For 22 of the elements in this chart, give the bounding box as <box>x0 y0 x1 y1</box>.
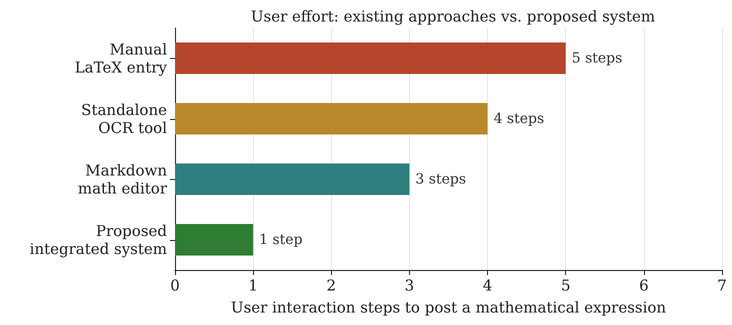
x-axis-title: User interaction steps to post a mathematical expression <box>230 298 666 316</box>
x-tick-label: 7 <box>717 276 727 294</box>
bar <box>175 42 566 74</box>
data-label: 5 steps <box>572 50 622 66</box>
bar <box>175 164 410 195</box>
chart-title: User effort: existing approaches vs. proposed system <box>250 8 656 26</box>
x-tick-label: 3 <box>404 276 414 294</box>
y-tick-label: Standalone OCR tool <box>81 100 168 137</box>
bar <box>175 224 254 256</box>
y-tick-label: Markdown math editor <box>78 161 168 198</box>
x-tick-label: 6 <box>639 276 649 294</box>
x-tick-label: 4 <box>482 276 492 294</box>
x-tick-label: 2 <box>326 276 336 294</box>
data-label: 1 step <box>259 232 303 248</box>
y-tick-label: Manual LaTeX entry <box>74 40 168 76</box>
x-tick-label: 5 <box>560 276 570 294</box>
bar <box>175 103 488 134</box>
y-tick-label: Proposed integrated system <box>30 222 168 258</box>
x-tick-label: 0 <box>170 276 180 294</box>
x-tick-label: 1 <box>248 276 258 294</box>
data-label: 4 steps <box>494 110 544 127</box>
data-label: 3 steps <box>415 171 466 188</box>
